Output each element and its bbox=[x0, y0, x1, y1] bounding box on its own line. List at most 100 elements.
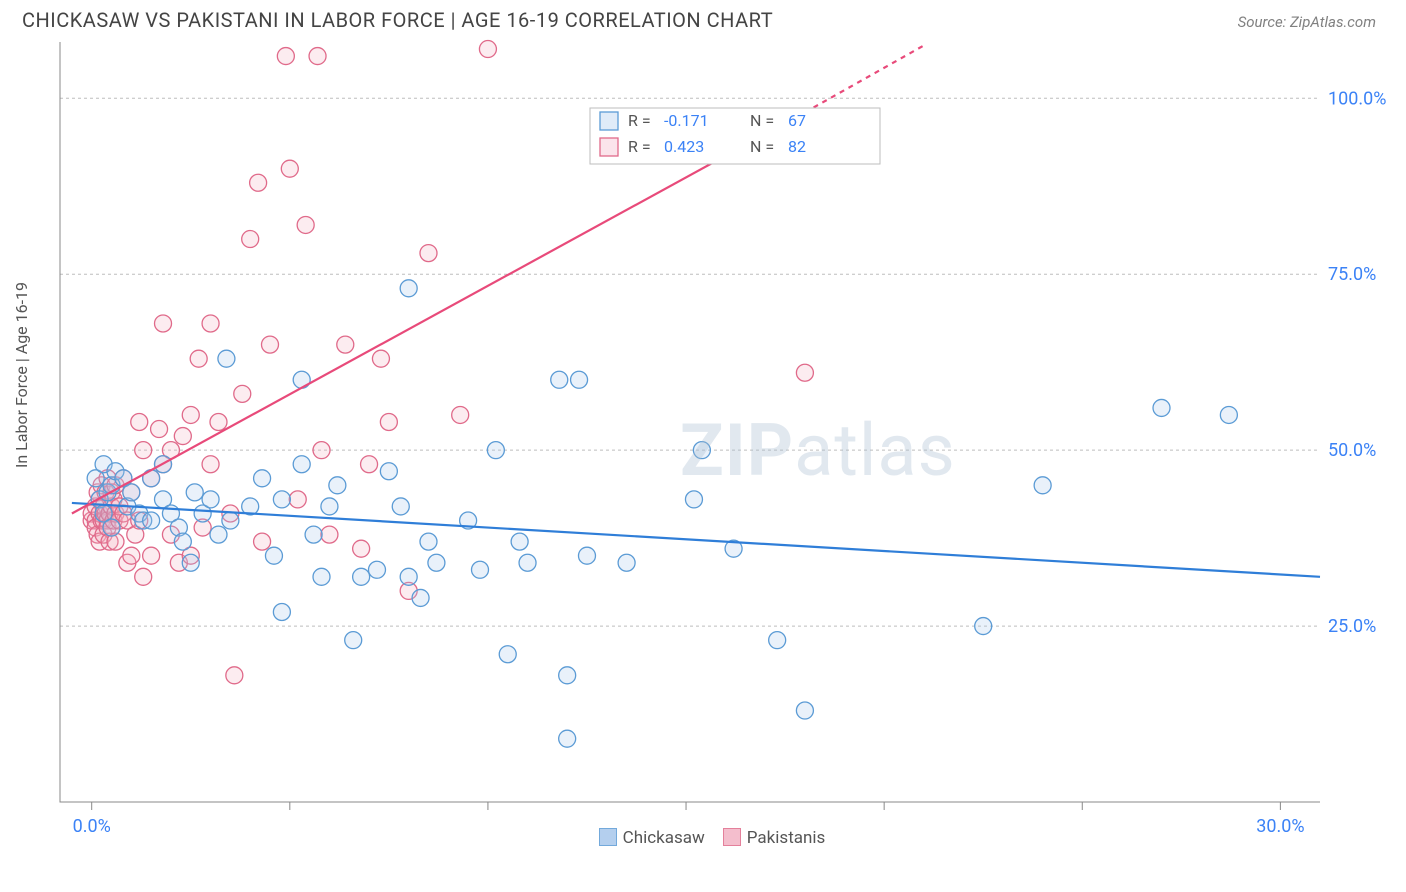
y-axis-label: In Labor Force | Age 16-19 bbox=[12, 282, 31, 468]
data-point bbox=[578, 547, 595, 564]
data-point bbox=[345, 632, 362, 649]
data-point bbox=[519, 554, 536, 571]
data-point bbox=[412, 589, 429, 606]
data-point bbox=[265, 547, 282, 564]
legend-r-value: 0.423 bbox=[664, 137, 704, 156]
data-point bbox=[428, 554, 445, 571]
data-point bbox=[131, 414, 148, 431]
legend-n-label: N = bbox=[750, 111, 774, 130]
data-point bbox=[380, 463, 397, 480]
data-point bbox=[202, 491, 219, 508]
data-point bbox=[210, 526, 227, 543]
data-point bbox=[487, 442, 504, 459]
data-point bbox=[234, 385, 251, 402]
data-point bbox=[685, 491, 702, 508]
data-point bbox=[337, 336, 354, 353]
legend-series-label: Chickasaw bbox=[623, 828, 705, 848]
legend-r-label: R = bbox=[628, 137, 651, 156]
data-point bbox=[511, 533, 528, 550]
data-point bbox=[273, 491, 290, 508]
legend-n-value: 67 bbox=[788, 111, 806, 130]
data-point bbox=[273, 604, 290, 621]
data-point bbox=[452, 406, 469, 423]
data-point bbox=[151, 421, 168, 438]
data-point bbox=[262, 336, 279, 353]
data-point bbox=[222, 512, 239, 529]
y-tick-label: 25.0% bbox=[1328, 616, 1376, 637]
data-point bbox=[289, 491, 306, 508]
data-point bbox=[400, 568, 417, 585]
legend-series-label: Pakistanis bbox=[747, 828, 826, 848]
data-point bbox=[559, 730, 576, 747]
data-point bbox=[796, 702, 813, 719]
data-point bbox=[618, 554, 635, 571]
data-point bbox=[135, 442, 152, 459]
data-point bbox=[293, 456, 310, 473]
data-point bbox=[559, 667, 576, 684]
data-point bbox=[250, 174, 267, 191]
data-point bbox=[281, 160, 298, 177]
data-point bbox=[392, 498, 409, 515]
legend-swatch bbox=[600, 138, 618, 156]
data-point bbox=[321, 498, 338, 515]
data-point bbox=[1034, 477, 1051, 494]
data-point bbox=[372, 350, 389, 367]
data-point bbox=[202, 456, 219, 473]
data-point bbox=[277, 48, 294, 65]
data-point bbox=[693, 442, 710, 459]
data-point bbox=[353, 568, 370, 585]
y-tick-label: 50.0% bbox=[1328, 440, 1376, 461]
series-legend: Chickasaw Pakistanis bbox=[20, 828, 1386, 848]
data-point bbox=[182, 554, 199, 571]
source-credit: Source: ZipAtlas.com bbox=[1238, 13, 1376, 31]
data-point bbox=[254, 470, 271, 487]
data-point bbox=[321, 526, 338, 543]
data-point bbox=[353, 540, 370, 557]
trendline-pakistanis-extrap bbox=[805, 46, 924, 113]
data-point bbox=[796, 364, 813, 381]
data-point bbox=[202, 315, 219, 332]
data-point bbox=[103, 519, 120, 536]
data-point bbox=[420, 245, 437, 262]
chart-area: In Labor Force | Age 16-19 25.0%50.0%75.… bbox=[20, 38, 1386, 838]
scatter-plot: 25.0%50.0%75.0%100.0%0.0%30.0%R =-0.171N… bbox=[20, 38, 1386, 838]
data-point bbox=[361, 456, 378, 473]
data-point bbox=[571, 371, 588, 388]
chart-header: CHICKASAW VS PAKISTANI IN LABOR FORCE | … bbox=[0, 0, 1406, 38]
data-point bbox=[174, 428, 191, 445]
data-point bbox=[242, 231, 259, 248]
data-point bbox=[186, 484, 203, 501]
data-point bbox=[293, 371, 310, 388]
legend-swatch bbox=[599, 828, 617, 846]
data-point bbox=[551, 371, 568, 388]
legend-swatch bbox=[723, 828, 741, 846]
legend-n-label: N = bbox=[750, 137, 774, 156]
data-point bbox=[254, 533, 271, 550]
legend-r-value: -0.171 bbox=[664, 111, 709, 130]
data-point bbox=[479, 41, 496, 58]
legend-r-label: R = bbox=[628, 111, 651, 130]
chart-title: CHICKASAW VS PAKISTANI IN LABOR FORCE | … bbox=[22, 8, 773, 32]
data-point bbox=[143, 547, 160, 564]
data-point bbox=[305, 526, 322, 543]
data-point bbox=[329, 477, 346, 494]
data-point bbox=[472, 561, 489, 578]
data-point bbox=[155, 315, 172, 332]
legend-n-value: 82 bbox=[788, 137, 806, 156]
data-point bbox=[1153, 399, 1170, 416]
data-point bbox=[380, 414, 397, 431]
data-point bbox=[368, 561, 385, 578]
data-point bbox=[218, 350, 235, 367]
data-point bbox=[297, 216, 314, 233]
data-point bbox=[135, 568, 152, 585]
data-point bbox=[226, 667, 243, 684]
data-point bbox=[174, 533, 191, 550]
data-point bbox=[123, 547, 140, 564]
data-point bbox=[769, 632, 786, 649]
data-point bbox=[123, 484, 140, 501]
y-tick-label: 75.0% bbox=[1328, 264, 1376, 285]
y-tick-label: 100.0% bbox=[1328, 88, 1386, 109]
data-point bbox=[1220, 406, 1237, 423]
data-point bbox=[499, 646, 516, 663]
data-point bbox=[182, 406, 199, 423]
